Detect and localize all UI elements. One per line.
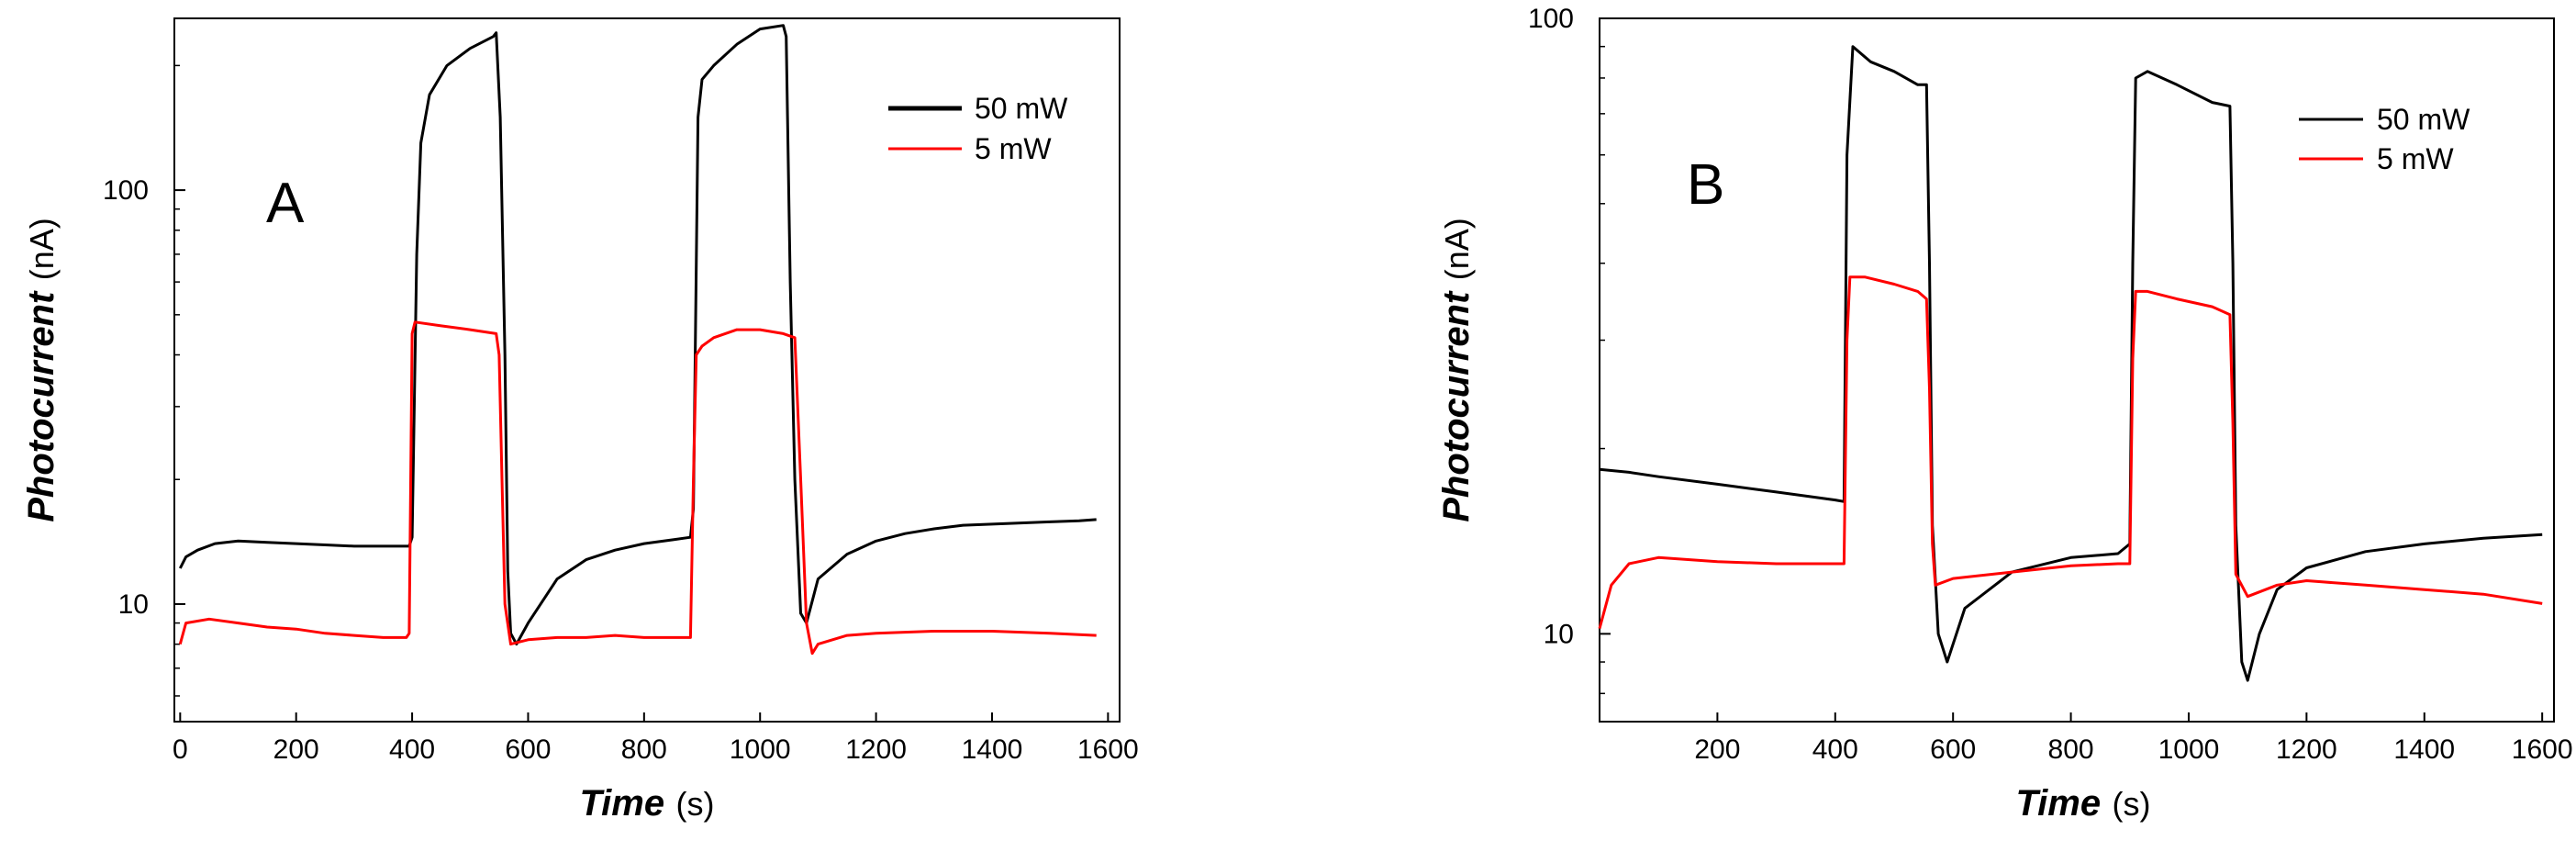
x-tick-label-b-1000: 1000 [2158,734,2220,765]
x-axis-title-b: Time (s) [2015,783,2150,824]
x-tick-label-a-0: 0 [173,734,188,765]
panel-label-b: B [1687,153,1724,217]
x-tick-label-b-200: 200 [1694,734,1740,765]
x-axis-label-b: Time [2015,783,2101,824]
y-axis-title-b: Photocurrent (nA) [1436,218,1477,522]
x-axis-unit-b: (s) [2113,785,2151,823]
legend-b: 50 mW 5 mW [2299,103,2470,175]
series-line-a-0 [178,24,1097,646]
x-tick-label-a-1000: 1000 [730,734,791,765]
legend-label-a-0: 50 mW [975,92,1068,125]
x-tick-label-b-1200: 1200 [2276,734,2337,765]
x-tick-label-b-1400: 1400 [2393,734,2455,765]
x-tick-label-b-400: 400 [1812,734,1858,765]
x-tick-label-a-400: 400 [389,734,435,765]
plot-frame-b [1599,17,2555,723]
series-line-b-1 [1598,275,2543,629]
legend-label-b-1: 5 mW [2377,142,2454,175]
series-line-a-1 [178,320,1097,656]
y-axis-label-a: Photocurrent [21,290,61,522]
x-tick-label-a-1600: 1600 [1077,734,1139,765]
y-tick-label-a-100: 100 [103,175,149,206]
x-axis-title-a: Time (s) [579,783,714,824]
plot-area-b [1598,45,2543,682]
x-tick-label-b-1600: 1600 [2512,734,2573,765]
plot-area-a [178,24,1097,656]
legend-label-b-0: 50 mW [2377,103,2470,136]
x-tick-label-b-800: 800 [2048,734,2094,765]
legend-a: 50 mW 5 mW [888,92,1068,165]
y-tick-label-b-100: 100 [1528,4,1574,34]
legend-label-a-1: 5 mW [975,132,1052,165]
y-axis-unit-a: (nA) [23,218,61,280]
x-tick-label-a-200: 200 [273,734,319,765]
x-axis-label-a: Time [579,783,664,824]
x-tick-label-a-1400: 1400 [962,734,1023,765]
panel-label-a: A [266,172,305,235]
plot-frame-a [173,17,1121,723]
x-axis-unit-a: (s) [676,785,715,823]
x-tick-label-b-600: 600 [1930,734,1976,765]
y-tick-label-b-10: 10 [1544,619,1574,649]
y-axis-unit-b: (nA) [1438,218,1476,280]
x-tick-label-a-600: 600 [505,734,551,765]
x-tick-label-a-800: 800 [621,734,667,765]
axis-ticks-b: 200 400 600 800 1000 1200 1400 1600 10 100 [1528,4,2573,765]
y-tick-label-a-10: 10 [118,589,149,620]
y-axis-title-a: Photocurrent (nA) [21,218,61,522]
panel-a-chart: A 0 200 400 600 800 1000 1200 1400 1600 10 100 50 … [21,17,1139,824]
y-axis-label-b: Photocurrent [1436,290,1477,522]
x-tick-label-a-1200: 1200 [845,734,907,765]
panel-b-chart: B 200 400 600 800 1000 1200 1400 1600 10 100 50 m… [1436,4,2573,824]
axis-ticks-a: 0 200 400 600 800 1000 1200 1400 1600 10 100 [103,64,1139,765]
